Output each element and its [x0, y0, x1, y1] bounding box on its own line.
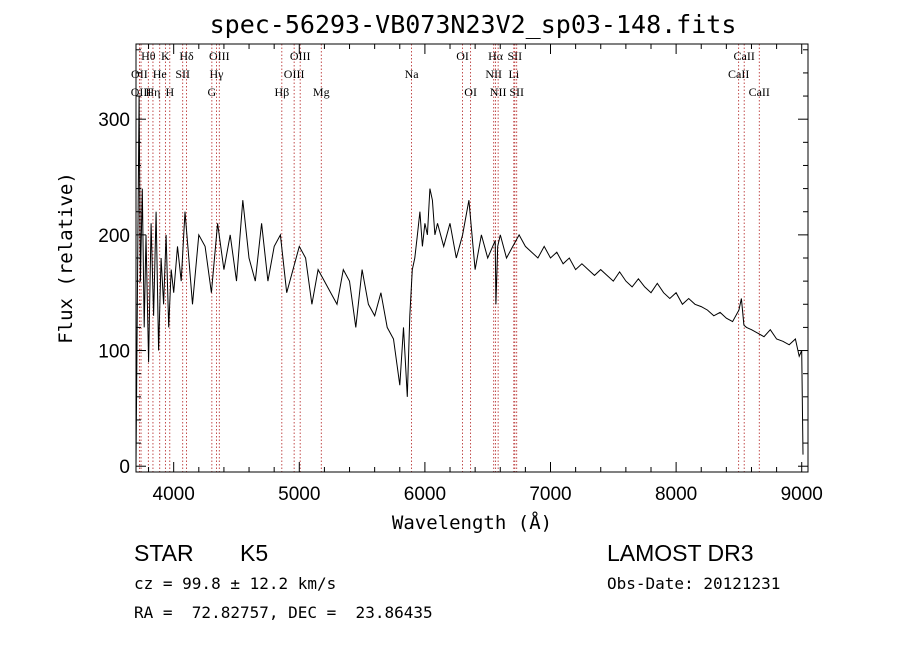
emission-line-label: OI	[456, 49, 469, 63]
emission-line-label: OIII	[290, 49, 311, 63]
redshift-text: cz = 99.8 ± 12.2 km/s	[134, 574, 337, 593]
emission-line-label: K	[161, 49, 170, 63]
emission-line-label: He	[153, 67, 167, 81]
emission-line-label: Na	[405, 67, 420, 81]
emission-line-label: G	[208, 85, 217, 99]
emission-line-label: OI	[464, 85, 477, 99]
y-axis: 0 100 200 300	[98, 49, 808, 478]
emission-line-label: SII	[509, 85, 524, 99]
emission-line-label: OIII	[209, 49, 230, 63]
emission-line-label: SII	[175, 67, 190, 81]
obs-date: Obs-Date: 20121231	[607, 574, 781, 593]
x-tick-label: 8000	[655, 484, 697, 505]
object-subclass: K5	[240, 540, 269, 566]
emission-line-label: NII	[485, 67, 502, 81]
emission-line-label: Hθ	[141, 49, 156, 63]
y-tick-label: 300	[98, 110, 130, 131]
emission-line-label: CaII	[734, 49, 755, 63]
object-class: STAR	[134, 540, 194, 566]
y-axis-label: Flux (relative)	[55, 172, 77, 344]
x-axis: 4000 5000 6000 7000 8000 9000	[148, 44, 823, 505]
emission-line-label: NII	[490, 85, 507, 99]
x-tick-label: 7000	[529, 484, 571, 505]
emission-line-label: Hβ	[274, 85, 289, 99]
emission-line-label: H	[165, 85, 174, 99]
emission-line-label: OII	[131, 67, 148, 81]
flux-series-line	[135, 96, 804, 467]
emission-line-label: Li	[508, 67, 519, 81]
x-tick-label: 4000	[153, 484, 195, 505]
emission-line-label: CaII	[728, 67, 749, 81]
emission-line-label: OIII	[284, 67, 305, 81]
emission-line-label: CaII	[749, 85, 770, 99]
emission-line-label: Hδ	[179, 49, 194, 63]
emission-line-label: Mg	[313, 85, 330, 99]
y-tick-label: 100	[98, 342, 130, 363]
emission-line-label: Hη	[145, 85, 160, 99]
y-tick-label: 200	[98, 226, 130, 247]
x-tick-label: 9000	[781, 484, 823, 505]
survey-name: LAMOST DR3	[607, 540, 754, 566]
x-axis-label: Wavelength (Å)	[392, 511, 552, 534]
emission-line-label: SII	[507, 49, 522, 63]
chart-title: spec-56293-VB073N23V2_sp03-148.fits	[210, 10, 737, 39]
emission-line-label: Hγ	[210, 67, 225, 81]
x-tick-label: 6000	[404, 484, 446, 505]
plot-frame	[135, 43, 809, 473]
y-tick-label: 0	[119, 457, 130, 478]
x-tick-label: 5000	[278, 484, 320, 505]
emission-line-label: Hα	[488, 49, 504, 63]
coordinates: RA = 72.82757, DEC = 23.86435	[134, 603, 433, 622]
